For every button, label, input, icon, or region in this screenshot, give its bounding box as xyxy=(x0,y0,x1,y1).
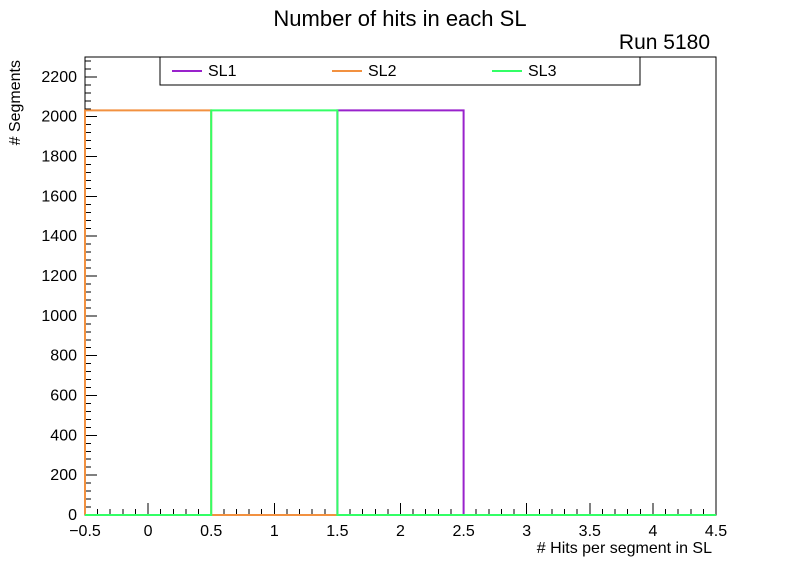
plot-frame xyxy=(84,56,717,516)
y-tick-label: 2200 xyxy=(41,69,77,86)
legend-group: SL1 SL2 SL3 xyxy=(159,56,641,86)
x-tick-label: 3.5 xyxy=(579,523,601,540)
y-tick-label: 2000 xyxy=(41,109,77,126)
x-tick-label: 1.5 xyxy=(326,523,348,540)
x-axis-title: # Hits per segment in SL xyxy=(537,540,712,557)
chart-title: Number of hits in each SL xyxy=(273,6,526,31)
series-group xyxy=(84,109,716,516)
y-tick-label: 1800 xyxy=(41,149,77,166)
y-tick-label: 1200 xyxy=(41,268,77,285)
series-line-SL2 xyxy=(84,109,716,516)
y-tick-label: 0 xyxy=(68,507,77,524)
y-tick-label: 600 xyxy=(50,388,77,405)
x-tick-label: 2.5 xyxy=(452,523,474,540)
axis-ticks-group: −0.5 0 0.5 1 1.5 2 2.5 3 3.5 4 4.50200400600800100… xyxy=(41,60,727,540)
y-tick-label: 200 xyxy=(50,467,77,484)
legend-label-SL3: SL3 xyxy=(528,63,557,80)
x-tick-label: 4.5 xyxy=(705,523,727,540)
y-tick-label: 1000 xyxy=(41,308,77,325)
x-tick-label: 3 xyxy=(522,523,531,540)
y-tick-label: 1600 xyxy=(41,188,77,205)
legend-label-SL1: SL1 xyxy=(208,63,237,80)
legend-label-SL2: SL2 xyxy=(368,63,397,80)
x-tick-label: 4 xyxy=(648,523,657,540)
y-tick-label: 400 xyxy=(50,427,77,444)
run-label: Run 5180 xyxy=(619,31,710,54)
x-tick-label: 2 xyxy=(396,523,405,540)
y-axis-title: # Segments xyxy=(7,60,24,145)
plot-frame-group xyxy=(84,56,717,516)
x-tick-label: 0.5 xyxy=(200,523,222,540)
legend-box xyxy=(159,56,641,86)
y-tick-label: 1400 xyxy=(41,228,77,245)
x-tick-label: 1 xyxy=(270,523,279,540)
series-line-SL3 xyxy=(85,109,716,516)
series-line-SL1 xyxy=(85,109,716,516)
x-tick-label: −0.5 xyxy=(69,523,101,540)
x-tick-label: 0 xyxy=(144,523,153,540)
y-tick-label: 800 xyxy=(50,348,77,365)
